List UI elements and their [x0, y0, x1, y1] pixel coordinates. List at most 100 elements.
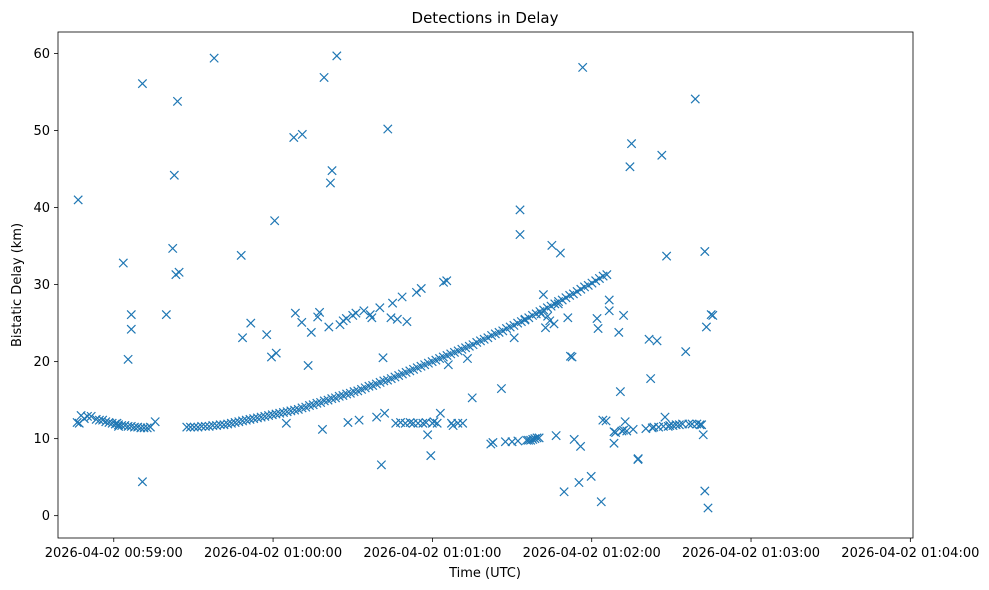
y-tick-label: 30	[33, 278, 50, 293]
data-point	[458, 418, 468, 428]
data-point	[200, 421, 210, 431]
data-point	[342, 389, 352, 399]
data-point	[703, 503, 713, 513]
data-point	[327, 166, 337, 176]
data-point	[182, 422, 192, 432]
chart-title: Detections in Delay	[412, 9, 559, 27]
x-tick-label: 2026-04-02 01:01:00	[363, 546, 501, 561]
data-point	[297, 129, 307, 140]
data-point	[586, 471, 596, 482]
data-point	[500, 437, 511, 447]
data-point	[172, 96, 183, 106]
x-axis-ticks: 2026-04-02 00:59:00 2026-04-02 01:00:00 20…	[45, 538, 979, 561]
data-point	[289, 132, 299, 143]
data-point	[601, 416, 611, 426]
data-point	[596, 497, 606, 507]
y-tick-label: 10	[33, 432, 50, 447]
data-point	[429, 417, 439, 427]
data-point	[442, 276, 452, 286]
data-point	[520, 315, 530, 325]
data-point	[327, 393, 337, 404]
data-point	[618, 310, 629, 321]
data-point	[376, 460, 387, 470]
plot-frame	[57, 31, 914, 539]
data-point	[575, 441, 586, 451]
data-point	[375, 303, 385, 313]
data-point	[317, 424, 328, 435]
data-point	[271, 348, 281, 358]
data-point	[426, 450, 436, 461]
data-point	[701, 322, 712, 332]
data-point	[226, 418, 237, 428]
data-point	[142, 423, 152, 433]
data-point	[219, 420, 229, 430]
data-point	[698, 430, 708, 440]
data-point	[387, 298, 398, 308]
data-point	[126, 324, 136, 334]
data-point	[112, 418, 122, 428]
data-point	[314, 307, 325, 317]
x-tick-label: 2026-04-02 01:03:00	[682, 546, 820, 561]
data-point	[378, 353, 388, 363]
data-point	[246, 318, 256, 328]
data-point	[290, 308, 301, 318]
data-point	[684, 419, 694, 429]
y-axis-label: Bistatic Delay (km)	[10, 223, 25, 347]
x-tick-label: 2026-04-02 01:02:00	[523, 546, 661, 561]
data-point	[551, 430, 561, 441]
data-point	[432, 418, 442, 428]
data-point	[690, 94, 700, 104]
data-point	[282, 407, 292, 417]
data-point	[209, 53, 219, 63]
y-tick-label: 0	[42, 509, 50, 524]
data-point	[614, 327, 624, 337]
data-point	[681, 346, 691, 357]
data-point	[661, 251, 672, 261]
data-point	[278, 407, 289, 418]
data-point	[215, 420, 225, 430]
data-point	[700, 486, 710, 496]
data-point	[168, 243, 178, 254]
data-point	[559, 487, 569, 497]
data-point	[462, 353, 473, 364]
data-point	[402, 316, 412, 327]
data-point	[245, 414, 255, 425]
data-point	[230, 417, 240, 428]
data-point	[281, 418, 291, 428]
data-point	[304, 400, 315, 411]
data-point	[413, 418, 423, 428]
data-point	[313, 312, 323, 322]
data-point	[289, 405, 300, 415]
data-point	[351, 308, 361, 318]
data-point	[532, 433, 542, 443]
data-point	[270, 216, 280, 226]
data-point	[343, 417, 353, 428]
data-point	[306, 327, 316, 337]
data-point	[189, 422, 199, 432]
data-point	[137, 78, 148, 89]
data-point	[555, 248, 566, 258]
data-point	[422, 430, 433, 440]
data-point	[443, 360, 453, 370]
data-point	[574, 477, 584, 488]
data-point	[488, 437, 498, 448]
data-point	[364, 381, 374, 391]
data-point	[416, 283, 426, 294]
data-point	[297, 403, 307, 413]
data-point	[644, 334, 654, 344]
data-point	[123, 354, 133, 364]
data-point	[303, 360, 313, 371]
data-point	[563, 313, 573, 323]
scatter-points	[72, 51, 718, 513]
data-point	[150, 417, 160, 427]
data-point	[324, 322, 334, 332]
data-point	[386, 313, 396, 323]
data-point	[286, 406, 296, 416]
y-tick-label: 20	[33, 355, 50, 370]
data-point	[515, 205, 525, 215]
y-tick-label: 50	[33, 124, 50, 139]
data-point	[438, 277, 449, 287]
data-point	[241, 415, 251, 425]
data-point	[256, 412, 266, 422]
data-point	[118, 258, 128, 268]
